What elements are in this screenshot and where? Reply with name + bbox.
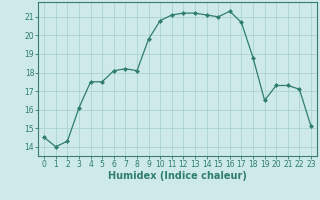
X-axis label: Humidex (Indice chaleur): Humidex (Indice chaleur) [108,171,247,181]
